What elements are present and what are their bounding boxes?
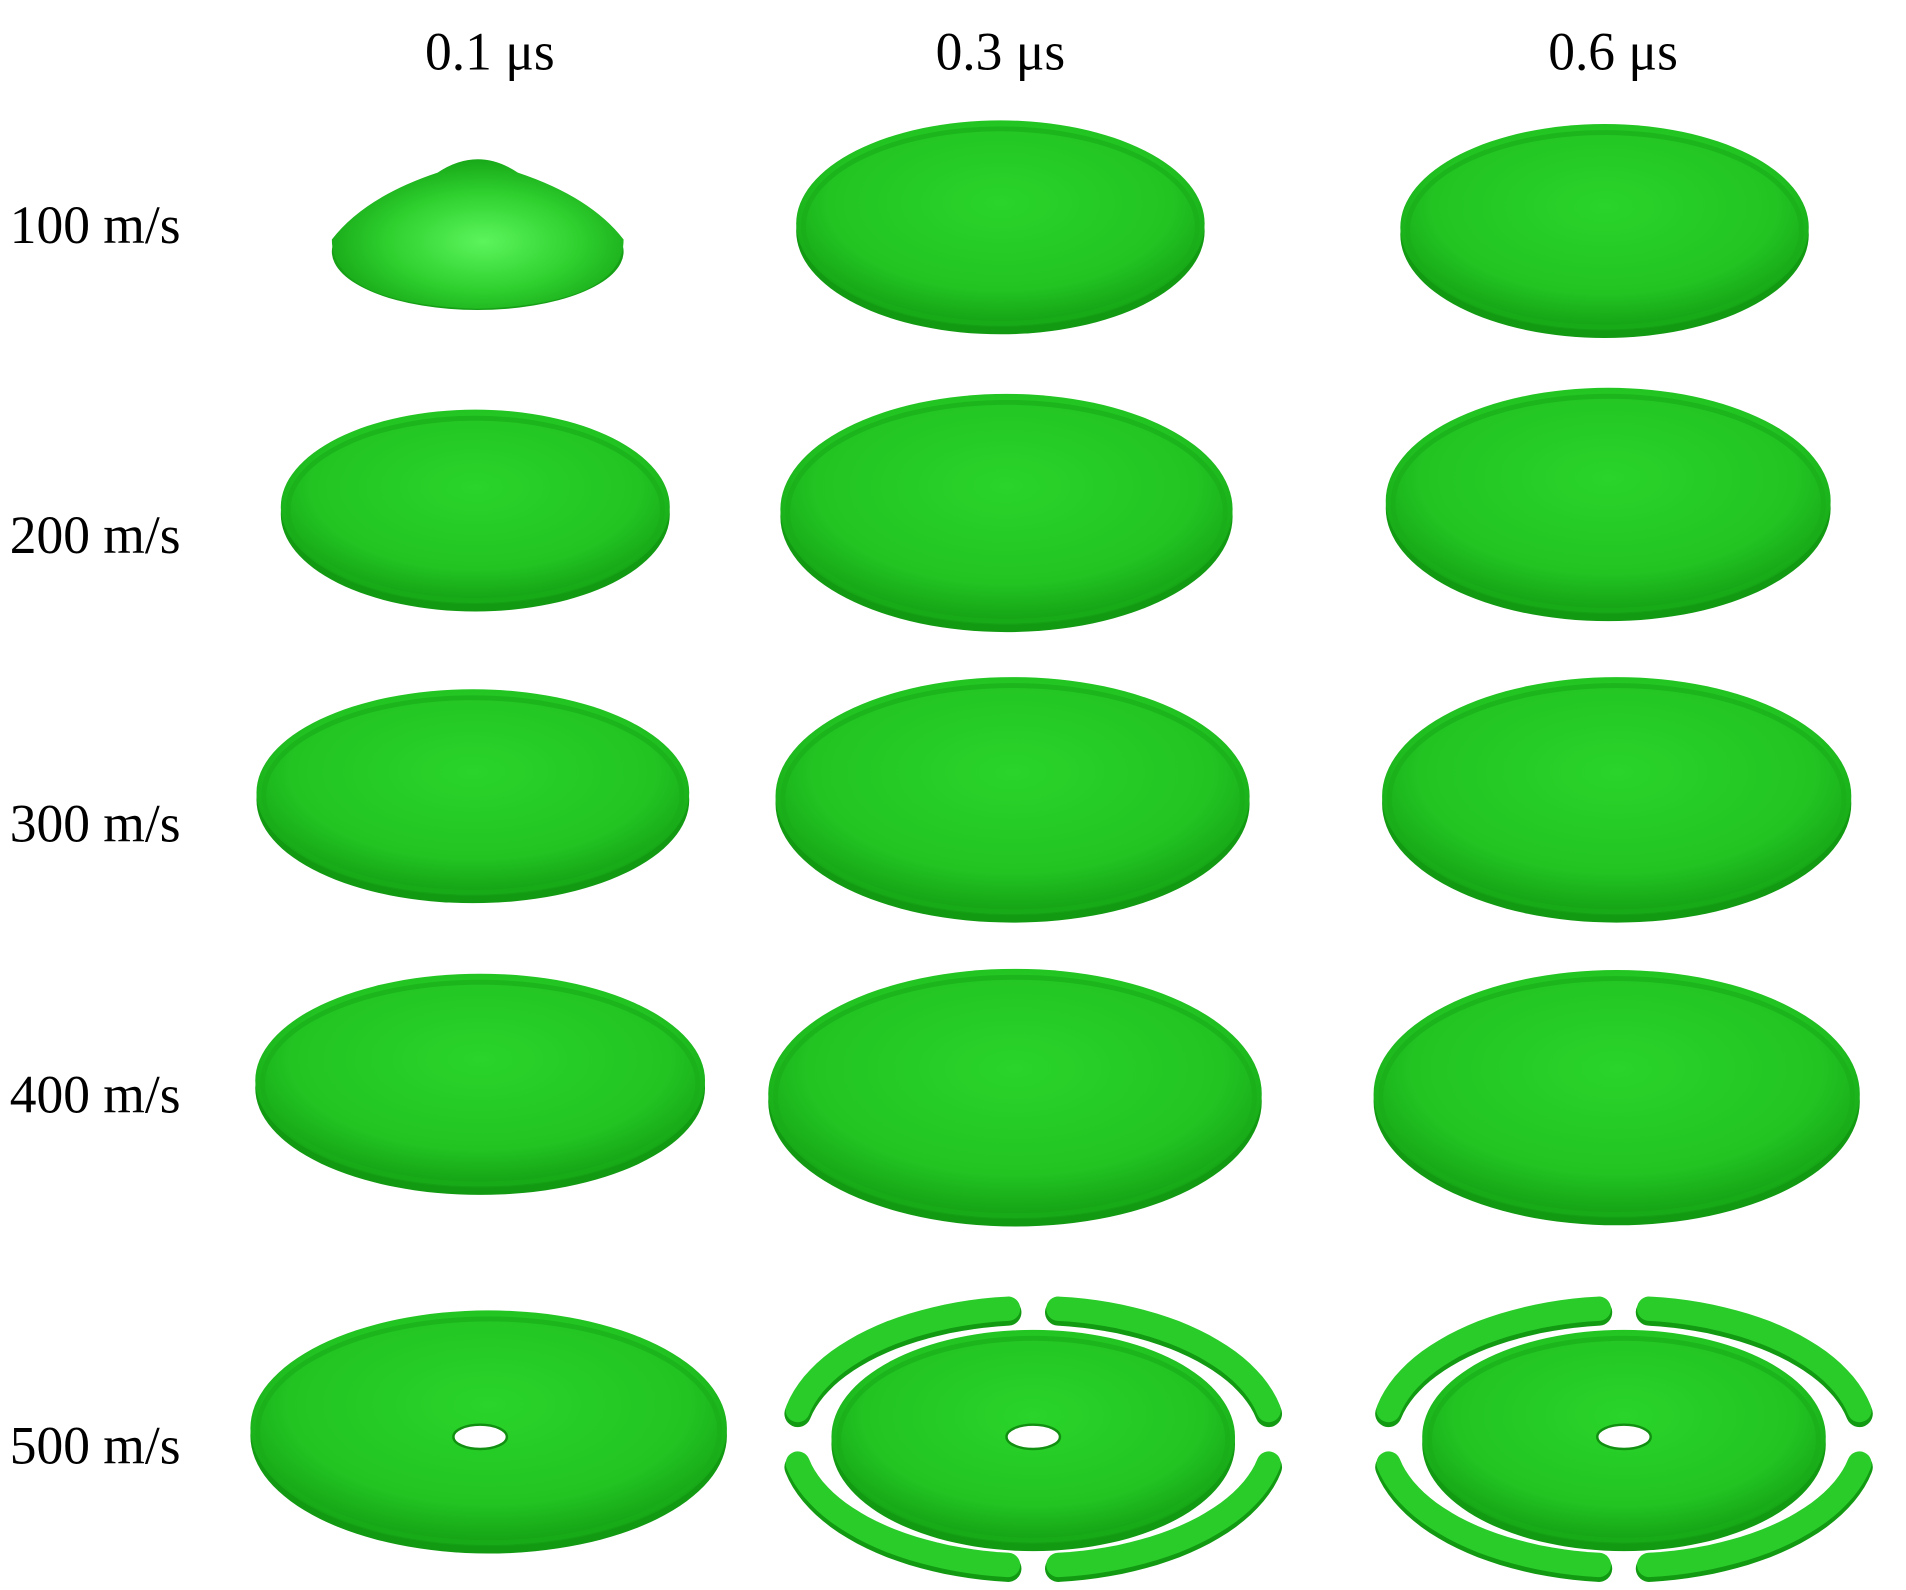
hole bbox=[452, 1423, 509, 1451]
droplet-rim bbox=[1405, 130, 1804, 330]
droplet-rim bbox=[261, 695, 685, 895]
column-label: 0.3 μs bbox=[936, 21, 1066, 81]
droplet-rim bbox=[285, 415, 665, 603]
droplet bbox=[1382, 677, 1852, 916]
droplet-rim bbox=[801, 126, 1200, 326]
droplet bbox=[775, 677, 1250, 916]
droplet-rim bbox=[255, 1316, 723, 1546]
row-label: 500 m/s bbox=[10, 1416, 181, 1476]
hole bbox=[1005, 1423, 1062, 1451]
droplet-rim bbox=[785, 399, 1228, 624]
hole bbox=[1596, 1423, 1652, 1451]
row-label: 300 m/s bbox=[10, 793, 181, 853]
ligament bbox=[1046, 1451, 1281, 1578]
droplet-rim bbox=[773, 974, 1257, 1219]
ligament bbox=[1376, 1451, 1611, 1578]
droplet bbox=[256, 689, 690, 896]
droplet bbox=[1400, 124, 1809, 331]
row-label: 400 m/s bbox=[10, 1064, 181, 1124]
ligament bbox=[1636, 1451, 1872, 1578]
column-label: 0.6 μs bbox=[1548, 21, 1678, 81]
droplet bbox=[1385, 387, 1831, 614]
ligament bbox=[785, 1451, 1021, 1578]
droplet bbox=[1373, 970, 1860, 1219]
ligament bbox=[785, 1296, 1021, 1423]
column-label: 0.1 μs bbox=[425, 21, 555, 81]
droplet-rim bbox=[780, 683, 1245, 915]
droplet-rim bbox=[1390, 393, 1826, 613]
droplet bbox=[768, 968, 1262, 1220]
droplet-rim bbox=[260, 979, 701, 1187]
droplet-rim bbox=[1378, 976, 1855, 1217]
droplet bbox=[796, 120, 1205, 328]
droplet bbox=[780, 393, 1233, 625]
simulation-shapes bbox=[250, 120, 1873, 1582]
droplet bbox=[280, 409, 670, 605]
row-label: 200 m/s bbox=[10, 505, 181, 565]
row-label: 100 m/s bbox=[10, 195, 181, 255]
droplet-rim bbox=[836, 1335, 1231, 1543]
droplet-rim bbox=[1386, 683, 1847, 915]
ligament bbox=[1046, 1296, 1281, 1423]
ligament bbox=[1376, 1296, 1611, 1423]
droplet bbox=[255, 973, 706, 1188]
ligament bbox=[1636, 1296, 1872, 1423]
droplet bbox=[331, 159, 624, 309]
droplet-rim bbox=[1427, 1335, 1821, 1543]
